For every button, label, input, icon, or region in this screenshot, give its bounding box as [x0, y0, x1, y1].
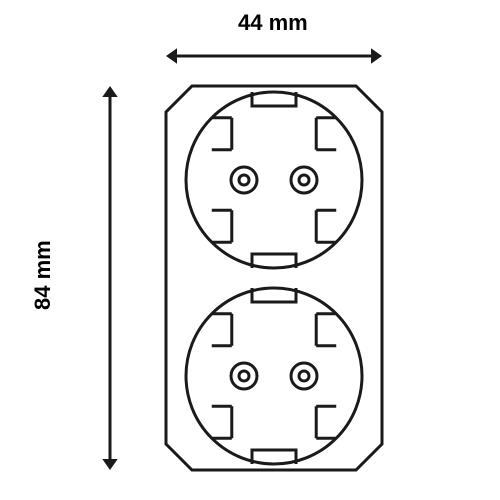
guide-tab: [316, 118, 336, 150]
socket-1: [186, 92, 362, 268]
guide-tab: [316, 210, 336, 242]
width-dimension-label: 44 mm: [238, 10, 308, 36]
pin-hole-inner: [239, 175, 249, 185]
pin-hole-inner: [299, 371, 309, 381]
guide-tab: [316, 314, 336, 346]
diagram-svg: [0, 0, 500, 500]
guide-tab: [212, 118, 232, 150]
height-dimension-label: 84 mm: [30, 240, 56, 310]
guide-tab: [316, 406, 336, 438]
pin-hole-outer: [231, 167, 257, 193]
arrowhead-up-icon: [102, 86, 117, 97]
guide-tab: [212, 406, 232, 438]
arrowhead-left-icon: [166, 48, 177, 63]
pin-hole-outer: [291, 167, 317, 193]
arrowhead-down-icon: [102, 459, 117, 470]
socket-2: [186, 288, 362, 464]
pin-hole-outer: [291, 363, 317, 389]
guide-tab: [212, 210, 232, 242]
pin-hole-inner: [239, 371, 249, 381]
pin-hole-inner: [299, 175, 309, 185]
socket-faceplate: [166, 86, 382, 470]
arrowhead-right-icon: [371, 48, 382, 63]
pin-hole-outer: [231, 363, 257, 389]
socket-dimension-diagram: 44 mm 84 mm: [0, 0, 500, 500]
guide-tab: [212, 314, 232, 346]
